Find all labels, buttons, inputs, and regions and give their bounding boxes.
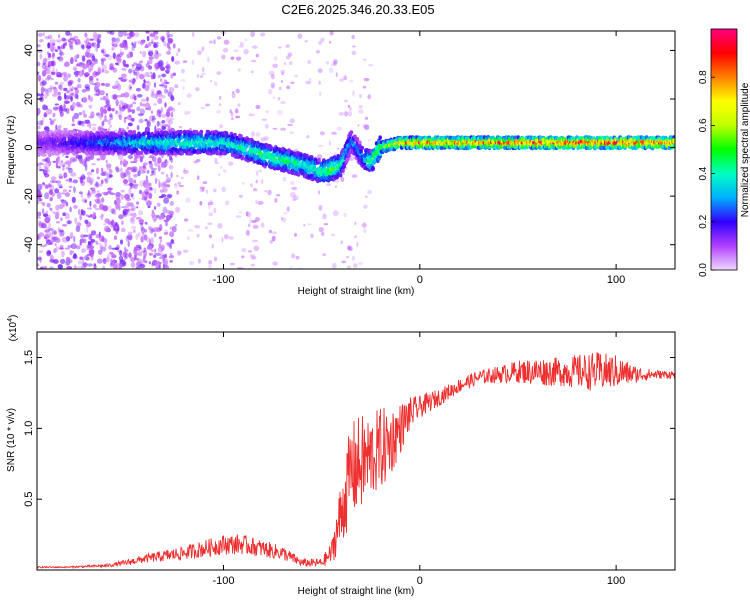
snr-multiplier-close: ) (8, 315, 19, 318)
spectrogram-frame (36, 30, 676, 270)
snr-y-tick-label: 1.5 (23, 350, 35, 365)
snr-x-tick-label: -100 (212, 575, 234, 587)
snr-x-tick-label: 0 (417, 575, 423, 587)
colorbar: 0.0 0.2 0.4 0.6 0.8 Normalized spectral ampl… (698, 28, 750, 277)
spectrogram-ticks: -100 0 100 -40 -20 0 20 40 (23, 31, 675, 286)
figure-title: C2E6.2025.346.20.33.E05 (281, 2, 434, 17)
snr-ticks: -100 0 100 0.5 1.0 1.5 (23, 332, 675, 587)
colorbar-tick-label: 0.8 (698, 70, 709, 84)
spectrogram-x-tick-label: -100 (212, 274, 234, 286)
snr-x-axis-label: Height of straight line (km) (298, 586, 415, 597)
spectrogram-y-tick-label: 20 (23, 93, 35, 105)
colorbar-tick-label: 0.4 (698, 166, 709, 180)
colorbar-tick-label: 0.0 (698, 263, 709, 277)
snr-y-tick-label: 1.0 (23, 421, 35, 436)
spectrogram-panel: -100 0 100 -40 -20 0 20 40 Height of straight l… (6, 30, 676, 297)
snr-multiplier: (x104) (7, 315, 19, 342)
snr-series-line (37, 352, 675, 570)
snr-multiplier-base: (x10 (8, 321, 19, 341)
colorbar-gradient (710, 28, 738, 271)
colorbar-tick-label: 0.2 (698, 214, 709, 228)
spectrogram-y-tick-label: 40 (23, 44, 35, 56)
spectrogram-x-tick-label: 100 (607, 274, 625, 286)
spectrogram-y-tick-label: -20 (23, 188, 35, 204)
spectrogram-y-tick-label: 0 (23, 145, 35, 151)
spectrogram-x-axis-label: Height of straight line (km) (298, 286, 415, 297)
spectrogram-x-tick-label: 0 (417, 274, 423, 286)
spectrogram-y-axis-label: Frequency (Hz) (6, 116, 17, 185)
snr-panel: -100 0 100 0.5 1.0 1.5 Height of straight lin… (6, 315, 676, 597)
colorbar-label: Normalized spectral amplitude (740, 82, 750, 217)
colorbar-tick-label: 0.6 (698, 118, 709, 132)
snr-frame (36, 331, 676, 571)
snr-y-axis-label: SNR (10 * v/v) (6, 408, 17, 472)
snr-y-tick-label: 0.5 (23, 492, 35, 507)
snr-x-tick-label: 100 (607, 575, 625, 587)
snr-multiplier-exponent: 4 (7, 318, 14, 322)
spectrogram-y-tick-label: -40 (23, 237, 35, 253)
colorbar-ticks: 0.0 0.2 0.4 0.6 0.8 (698, 70, 715, 277)
